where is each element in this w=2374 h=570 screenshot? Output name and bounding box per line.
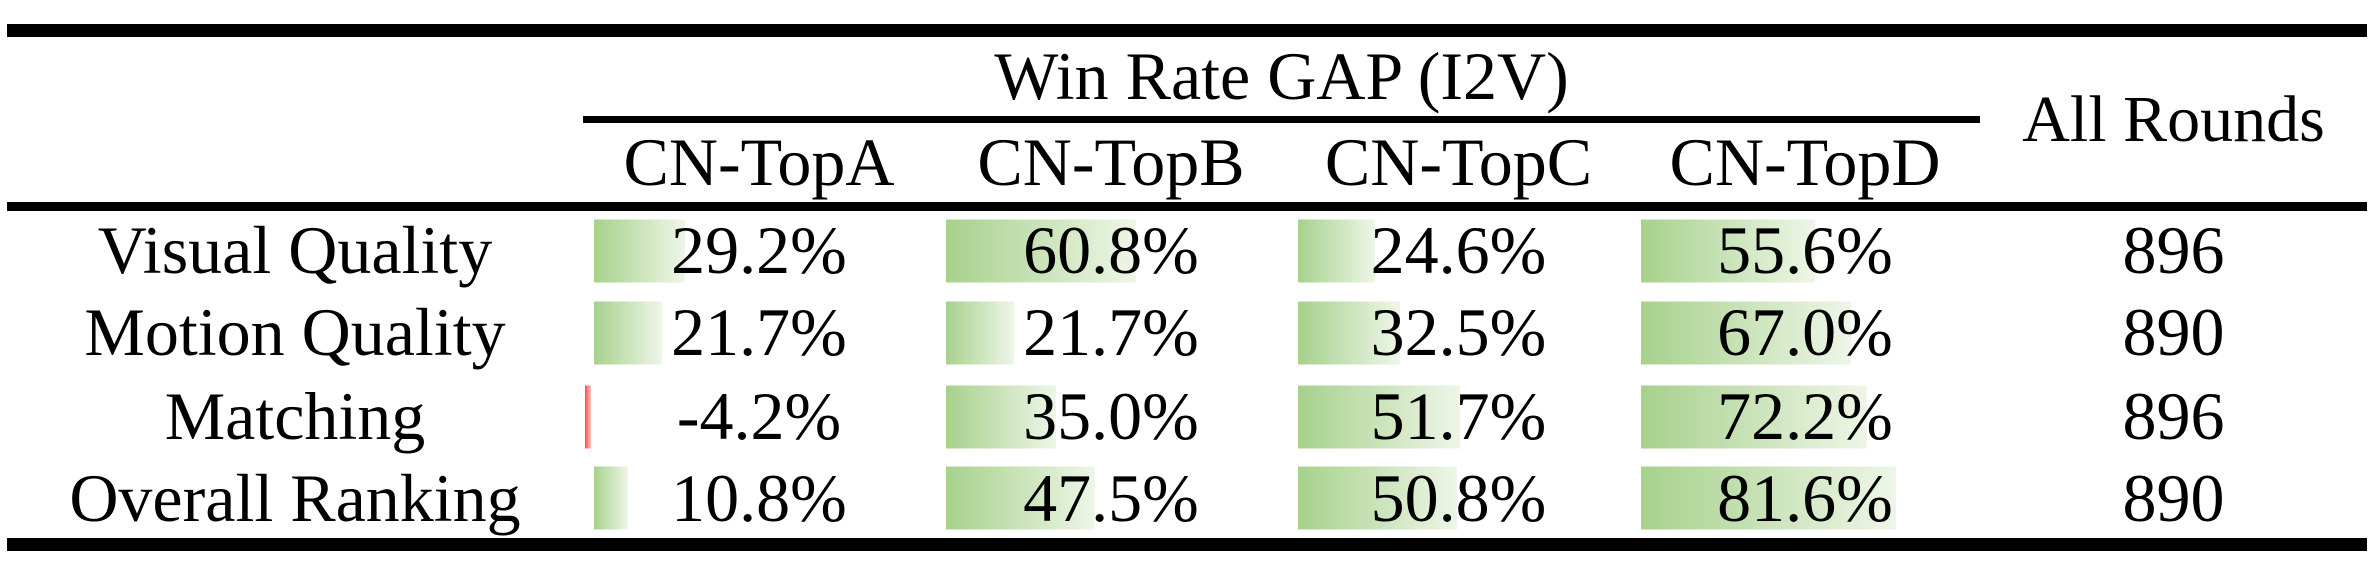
value-cell: 50.8% [1287,459,1630,545]
value-cell: 67.0% [1630,291,1980,375]
cell-value: 60.8% [1023,212,1199,289]
column-header-cn-topb: CN-TopB [935,119,1287,211]
data-bar [1298,385,1460,448]
row-label: Overall Ranking [69,459,521,536]
data-bar [594,466,628,530]
table-body: Win Rate GAP (I2V) All Rounds CN-TopA CN… [7,30,2368,545]
row-label: Visual Quality [97,212,493,289]
column-header-cn-topd: CN-TopD [1630,119,1981,211]
header-row-group: Win Rate GAP (I2V) All Rounds [7,30,2368,211]
cell-value: 21.7% [671,294,847,370]
value-cell: 32.5% [1287,291,1630,375]
cell-value: 47.5% [1023,459,1199,536]
data-bar [946,466,1095,530]
all-rounds-value: 890 [2122,294,2225,370]
cell-value: 21.7% [1023,294,1199,370]
table-row: Visual Quality 29.2% 60.8% 24.6% 55.6% 8… [7,207,2367,291]
data-bar [1641,385,1867,448]
cell-value: -4.2% [676,378,842,454]
cell-value: 10.8% [671,459,847,536]
value-cell: -4.2% [583,375,935,459]
table-row: Motion Quality 21.7% 21.7% 32.5% 67.0% 8… [7,291,2367,375]
value-cell: 10.8% [583,459,935,545]
data-bar [1641,219,1815,283]
data-bar [594,301,662,364]
results-table: Win Rate GAP (I2V) All Rounds CN-TopA CN… [7,24,2368,551]
data-bar [946,385,1056,448]
value-cell: 35.0% [935,375,1287,459]
cell-value: 72.2% [1717,378,1893,454]
value-cell: 81.6% [1630,459,1980,545]
cell-value: 29.2% [671,212,847,289]
corner-cell [7,30,583,211]
data-bar [594,219,685,283]
all-rounds-value: 890 [2122,459,2225,536]
data-bar [1298,466,1457,530]
column-header-cn-topc: CN-TopC [1287,119,1630,211]
value-cell: 55.6% [1630,207,1980,291]
value-cell: 29.2% [583,207,935,291]
data-bar [946,301,1014,364]
all-rounds-value: 896 [2122,212,2225,289]
negative-data-bar [585,385,591,448]
cell-value: 55.6% [1717,212,1893,289]
data-bar [1298,219,1375,283]
column-header-cn-topa: CN-TopA [583,119,935,211]
cell-value: 32.5% [1370,294,1547,370]
cell-value: 50.8% [1370,459,1547,536]
data-bar [1641,466,1896,530]
data-bar [946,219,1136,283]
all-rounds-header: All Rounds [1980,30,2368,211]
value-cell: 21.7% [583,291,935,375]
header-row-columns: CN-TopA CN-TopB CN-TopC CN-TopD [7,119,2367,211]
value-cell: 51.7% [1287,375,1630,459]
cell-value: 24.6% [1370,212,1547,289]
value-cell: 47.5% [935,459,1287,545]
value-cell: 21.7% [935,291,1287,375]
table-row: Overall Ranking 10.8% 47.5% 50.8% 81.6% … [7,459,2367,545]
cell-value: 81.6% [1717,459,1893,536]
cell-value: 35.0% [1023,378,1199,454]
data-bar [1298,301,1400,364]
cell-value: 51.7% [1370,378,1547,454]
all-rounds-value: 896 [2122,378,2225,454]
row-label: Matching [164,378,426,454]
group-header: Win Rate GAP (I2V) [583,30,1981,123]
row-label: Motion Quality [84,294,506,370]
cell-value: 67.0% [1717,294,1893,370]
data-bar [1641,301,1851,364]
value-cell: 24.6% [1287,207,1630,291]
value-cell: 72.2% [1630,375,1980,459]
value-cell: 60.8% [935,207,1287,291]
table-row: Matching -4.2% 35.0% 51.7% 72.2% 896 [7,375,2367,459]
